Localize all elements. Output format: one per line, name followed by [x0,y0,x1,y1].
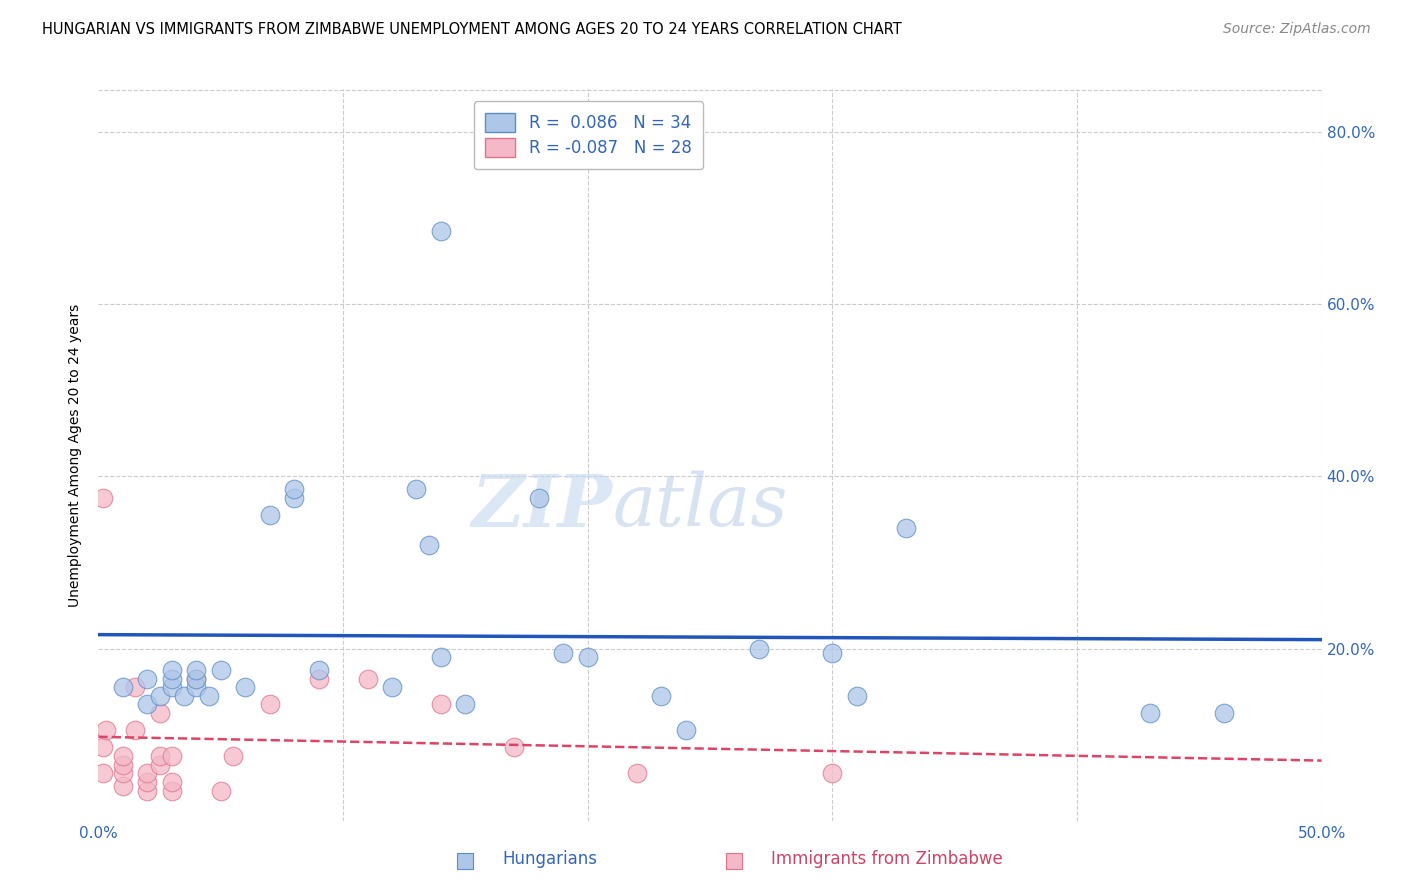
Point [186,680,208,694]
Text: atlas: atlas [612,471,787,541]
Point [675,723,697,738]
Point [650,689,672,703]
Point [173,689,195,703]
Point [94,723,117,738]
Point [91,491,114,505]
Point [136,698,159,712]
Point [111,680,134,694]
Text: Source: ZipAtlas.com: Source: ZipAtlas.com [1223,22,1371,37]
Point [160,775,183,789]
Point [136,775,159,789]
Y-axis label: Unemployment Among Ages 20 to 24 years: Unemployment Among Ages 20 to 24 years [69,303,83,607]
Point [111,766,134,780]
Point [259,698,281,712]
Point [111,779,134,793]
Point [160,783,183,797]
Point [527,491,550,505]
Point [111,749,134,764]
Point [233,680,256,694]
Point [186,672,208,686]
Text: Hungarians: Hungarians [502,850,598,868]
Point [821,646,844,660]
Point [430,698,453,712]
Point [308,663,330,677]
Point [160,672,183,686]
Point [160,749,183,764]
Point [283,491,305,505]
Point [222,749,245,764]
Point [124,723,146,738]
Point [209,663,232,677]
Point [821,861,844,875]
Point [894,521,917,535]
Point [91,740,114,755]
Point [748,641,770,656]
Point [283,483,305,497]
Point [1139,706,1161,720]
Point [1212,706,1234,720]
Text: HUNGARIAN VS IMMIGRANTS FROM ZIMBABWE UNEMPLOYMENT AMONG AGES 20 TO 24 YEARS COR: HUNGARIAN VS IMMIGRANTS FROM ZIMBABWE UN… [42,22,901,37]
Point [1360,861,1382,875]
Point [356,672,378,686]
Point [405,483,427,497]
Text: Immigrants from Zimbabwe: Immigrants from Zimbabwe [772,850,1002,868]
Point [381,680,404,694]
Point [553,646,575,660]
Point [160,663,183,677]
Point [149,706,172,720]
Point [821,766,844,780]
Point [197,689,219,703]
Point [160,680,183,694]
Point [503,740,526,755]
Point [124,680,146,694]
Point [430,224,453,238]
Point [454,698,477,712]
Text: ZIP: ZIP [471,471,612,541]
Point [576,650,599,665]
Legend: R =  0.086   N = 34, R = -0.087   N = 28: R = 0.086 N = 34, R = -0.087 N = 28 [474,101,703,169]
Point [91,766,114,780]
Point [149,749,172,764]
Point [430,650,453,665]
Point [209,783,232,797]
Point [259,508,281,523]
Point [626,766,648,780]
Point [136,672,159,686]
Point [136,766,159,780]
Point [111,757,134,772]
Point [149,757,172,772]
Point [136,783,159,797]
Point [186,672,208,686]
Point [149,689,172,703]
Point [308,672,330,686]
Point [186,663,208,677]
Point [418,538,440,552]
Point [845,689,868,703]
